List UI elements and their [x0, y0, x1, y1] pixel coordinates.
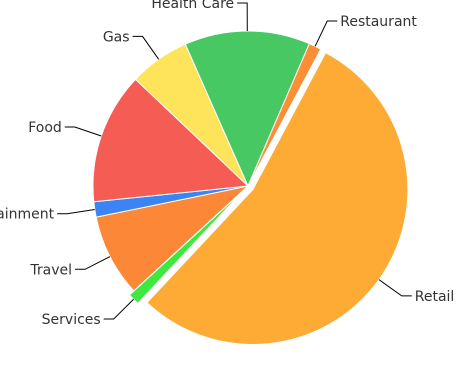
leader-line-health-care	[237, 2, 248, 32]
pie-slice-restaurant[interactable]	[247, 43, 322, 187]
pie-labels: Retail Services Travel Entertainment Food Gas…	[0, 0, 454, 328]
slice-label-gas: Gas	[103, 29, 130, 45]
pie-slice-food[interactable]	[92, 78, 250, 203]
leader-line-entertainment	[57, 209, 95, 215]
pie-slices	[92, 30, 409, 345]
slice-label-food: Food	[28, 120, 62, 136]
leader-line-services	[103, 298, 134, 320]
slice-label-services: Services	[42, 312, 101, 328]
leader-line-restaurant	[314, 20, 338, 47]
pie-slice-retail[interactable]	[146, 51, 409, 345]
slice-label-entertainment: Entertainment	[0, 207, 55, 223]
pie-slice-health-care[interactable]	[184, 30, 311, 188]
leader-line-retail	[378, 279, 412, 297]
pie-slice-travel[interactable]	[95, 185, 250, 292]
slice-label-travel: Travel	[29, 262, 72, 278]
leader-line-travel	[75, 256, 111, 270]
leader-line-food	[64, 126, 102, 137]
slice-label-health-care: Health Care	[151, 0, 234, 12]
leader-line-gas	[132, 35, 160, 60]
slice-label-retail: Retail	[415, 289, 455, 305]
slice-label-restaurant: Restaurant	[340, 14, 417, 30]
